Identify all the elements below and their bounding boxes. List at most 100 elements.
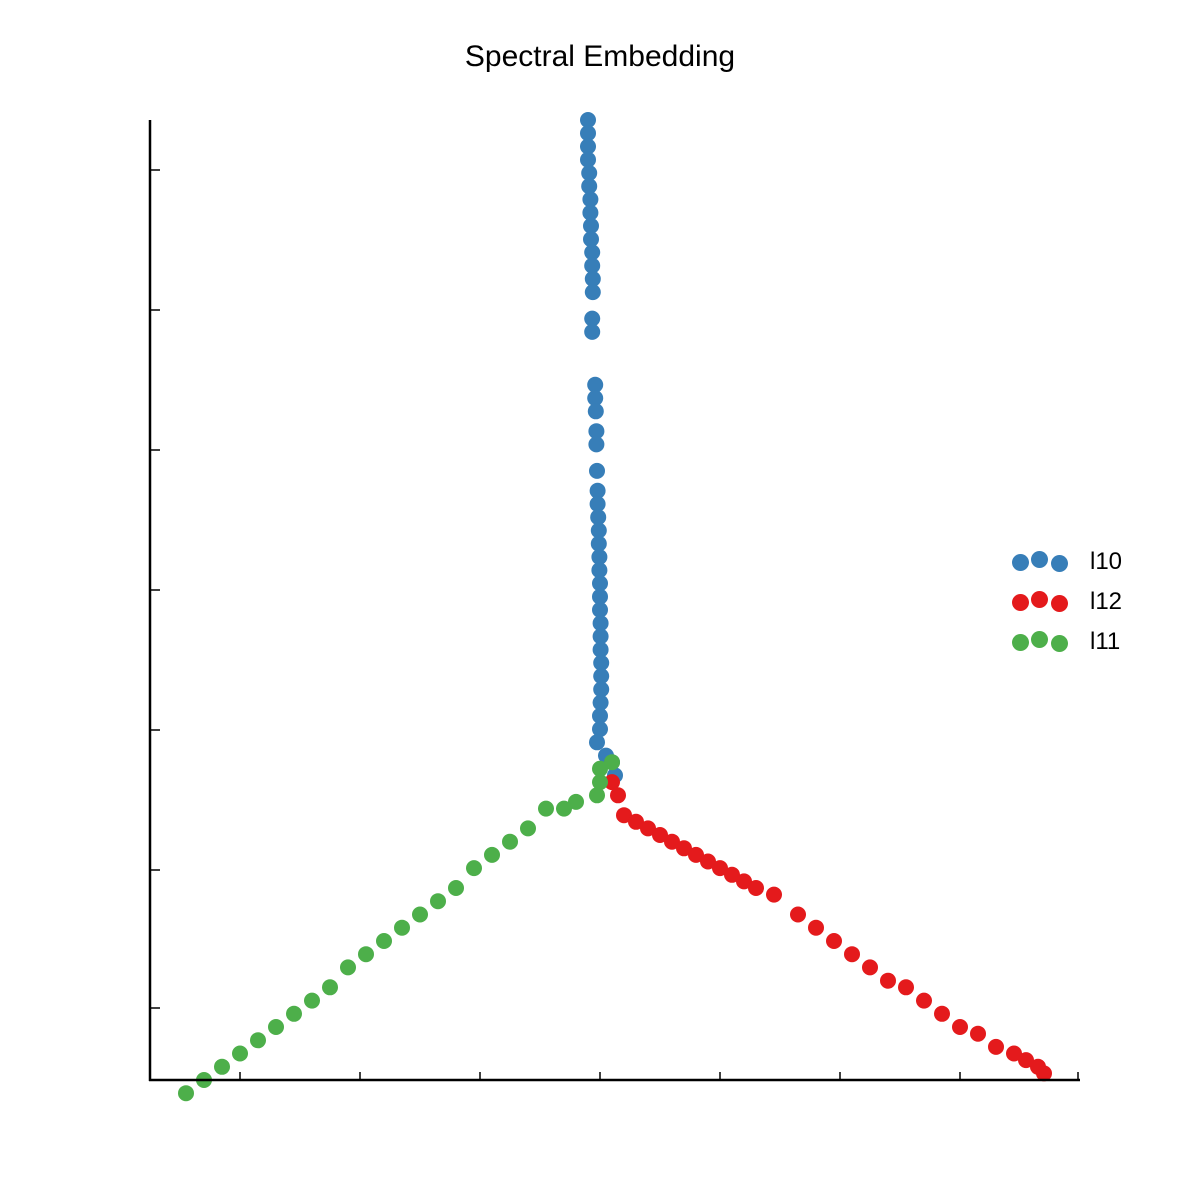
point-l10-17 bbox=[587, 390, 604, 407]
point-l10-15 bbox=[584, 323, 601, 340]
point-l10-10 bbox=[584, 244, 601, 261]
point-l10-34 bbox=[592, 641, 609, 658]
point-l10-32 bbox=[592, 615, 609, 632]
point-l10-9 bbox=[583, 231, 599, 248]
point-l10-26 bbox=[590, 535, 607, 552]
point-l12-6 bbox=[664, 833, 680, 850]
point-l11-20 bbox=[286, 1005, 302, 1022]
point-l10-36 bbox=[593, 668, 610, 685]
point-l11-16 bbox=[358, 946, 374, 963]
legend-marker-l11 bbox=[1010, 630, 1070, 654]
point-l11-13 bbox=[412, 906, 428, 923]
point-l10-12 bbox=[584, 270, 601, 287]
point-l10-37 bbox=[593, 681, 610, 698]
point-l10-20 bbox=[588, 436, 605, 453]
point-l12-10 bbox=[712, 860, 728, 877]
point-l10-16 bbox=[587, 376, 604, 393]
point-l10-30 bbox=[592, 588, 608, 605]
point-l12-18 bbox=[844, 946, 860, 963]
point-l11-19 bbox=[304, 992, 320, 1009]
point-l11-6 bbox=[538, 800, 554, 817]
point-l12-8 bbox=[688, 846, 704, 863]
point-l10-8 bbox=[583, 217, 599, 234]
point-l10-25 bbox=[590, 522, 607, 539]
legend-item-l11: l11 bbox=[1010, 622, 1122, 662]
legend-marker-l12 bbox=[1010, 590, 1070, 614]
point-l12-24 bbox=[952, 1019, 968, 1035]
point-l12-26 bbox=[988, 1038, 1004, 1055]
point-l12-19 bbox=[862, 959, 878, 976]
point-l10-11 bbox=[584, 257, 601, 274]
axes-layer bbox=[148, 120, 1080, 1082]
point-l11-12 bbox=[430, 893, 446, 910]
point-l10-24 bbox=[590, 509, 607, 526]
series-l12 bbox=[604, 774, 1052, 1082]
point-l11-3 bbox=[592, 760, 608, 777]
point-l12-28 bbox=[1018, 1052, 1034, 1069]
point-l12-4 bbox=[640, 820, 656, 837]
point-l12-21 bbox=[898, 979, 914, 996]
series-l10 bbox=[580, 112, 623, 784]
point-l12-12 bbox=[736, 873, 752, 890]
point-l12-14 bbox=[766, 886, 782, 903]
point-l11-10 bbox=[466, 860, 482, 877]
legend-item-l12: l12 bbox=[1010, 582, 1122, 622]
point-l12-27 bbox=[1006, 1045, 1022, 1062]
legend-label-l12: l12 bbox=[1090, 588, 1123, 615]
point-l11-15 bbox=[376, 933, 392, 949]
point-l10-0 bbox=[580, 112, 596, 128]
point-l12-3 bbox=[628, 813, 644, 830]
point-l10-21 bbox=[589, 462, 605, 479]
point-l12-5 bbox=[652, 827, 668, 843]
point-l11-21 bbox=[268, 1019, 284, 1035]
point-l11-26 bbox=[178, 1085, 194, 1102]
point-l12-11 bbox=[724, 866, 740, 883]
point-l10-4 bbox=[581, 165, 598, 181]
legend-label-l10: l10 bbox=[1090, 548, 1123, 575]
point-l10-41 bbox=[589, 734, 605, 751]
point-l12-25 bbox=[970, 1025, 986, 1042]
point-l11-14 bbox=[394, 919, 410, 936]
point-l12-23 bbox=[934, 1005, 950, 1022]
point-l10-35 bbox=[593, 654, 610, 671]
legend-marker-l10 bbox=[1010, 550, 1070, 574]
point-l12-2 bbox=[616, 807, 632, 824]
point-l10-3 bbox=[580, 151, 596, 168]
point-l10-22 bbox=[589, 482, 606, 499]
point-l10-33 bbox=[592, 628, 609, 645]
chart-title: Spectral Embedding bbox=[464, 40, 736, 73]
point-l11-4 bbox=[568, 793, 584, 810]
point-l10-18 bbox=[587, 403, 604, 420]
point-l10-1 bbox=[580, 125, 596, 142]
point-l11-17 bbox=[340, 959, 356, 976]
point-l10-2 bbox=[580, 138, 596, 155]
point-l10-19 bbox=[588, 423, 605, 440]
point-l11-1 bbox=[589, 787, 605, 804]
point-l10-38 bbox=[592, 694, 609, 711]
point-l10-6 bbox=[582, 191, 599, 208]
point-l12-7 bbox=[676, 840, 692, 857]
point-l11-7 bbox=[520, 820, 536, 837]
series-l11 bbox=[178, 754, 620, 1102]
point-l12-9 bbox=[700, 853, 716, 870]
point-l12-16 bbox=[808, 919, 824, 936]
legend-item-l10: l10 bbox=[1010, 542, 1122, 582]
point-l12-22 bbox=[916, 992, 932, 1009]
point-l10-29 bbox=[592, 575, 608, 592]
point-l10-13 bbox=[584, 284, 601, 301]
point-l10-40 bbox=[592, 721, 608, 738]
point-l12-17 bbox=[826, 933, 842, 949]
point-l11-8 bbox=[502, 833, 518, 850]
legend-label-l11: l11 bbox=[1090, 628, 1121, 655]
point-l11-18 bbox=[322, 979, 338, 996]
point-l10-5 bbox=[581, 178, 598, 195]
legend: l10 l12 l11 bbox=[1010, 542, 1122, 662]
point-l11-24 bbox=[214, 1058, 230, 1075]
point-l11-23 bbox=[232, 1045, 248, 1062]
point-l10-27 bbox=[591, 549, 608, 565]
point-l10-23 bbox=[589, 496, 606, 512]
point-l11-22 bbox=[250, 1032, 266, 1049]
point-l10-28 bbox=[591, 562, 608, 579]
points-layer bbox=[178, 112, 1052, 1102]
